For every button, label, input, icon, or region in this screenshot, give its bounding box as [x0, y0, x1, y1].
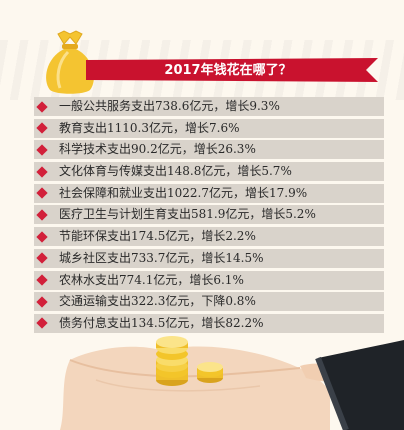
diamond-bullet-icon	[36, 230, 48, 243]
list-item: 一般公共服务支出738.6亿元，增长9.3%	[34, 97, 384, 116]
list-item-text: 文化体育与传媒支出148.8亿元，增长5.7%	[59, 164, 292, 179]
list-item: 文化体育与传媒支出148.8亿元，增长5.7%	[34, 162, 384, 182]
list-item: 农林水支出774.1亿元，增长6.1%	[34, 270, 384, 290]
diamond-bullet-icon	[36, 122, 48, 134]
expenditure-list: 一般公共服务支出738.6亿元，增长9.3% 教育支出1110.3亿元，增长7.…	[34, 97, 384, 336]
list-item-text: 农林水支出774.1亿元，增长6.1%	[59, 272, 244, 287]
list-item-text: 节能环保支出174.5亿元，增长2.2%	[59, 229, 256, 244]
diamond-bullet-icon	[36, 100, 48, 113]
diamond-bullet-icon	[36, 187, 48, 199]
list-item-text: 医疗卫生与计划生育支出581.9亿元，增长5.2%	[59, 207, 316, 222]
list-item-text: 债务付息支出134.5亿元，增长82.2%	[59, 315, 264, 330]
hand-with-coins-illustration	[60, 336, 404, 430]
list-item: 交通运输支出322.3亿元，下降0.8%	[34, 292, 384, 312]
diamond-bullet-icon	[36, 296, 48, 308]
title-ribbon	[86, 58, 378, 82]
list-item: 社会保障和就业支出1022.7亿元，增长17.9%	[34, 183, 384, 203]
diamond-bullet-icon	[36, 274, 48, 286]
list-item: 教育支出1110.3亿元，增长7.6%	[34, 118, 384, 138]
list-item: 节能环保支出174.5亿元，增长2.2%	[34, 227, 384, 247]
money-bag-icon	[46, 30, 94, 94]
diamond-bullet-icon	[36, 209, 48, 221]
list-item-text: 社会保障和就业支出1022.7亿元，增长17.9%	[59, 185, 308, 200]
list-item-text: 交通运输支出322.3亿元，下降0.8%	[59, 294, 256, 309]
list-item-text: 城乡社区支出733.7亿元，增长14.5%	[59, 250, 264, 265]
list-item: 医疗卫生与计划生育支出581.9亿元，增长5.2%	[34, 205, 384, 225]
diamond-bullet-icon	[36, 144, 48, 156]
coin-stack-icon	[156, 336, 188, 386]
list-item-text: 科学技术支出90.2亿元，增长26.3%	[59, 142, 256, 157]
diamond-bullet-icon	[36, 165, 48, 178]
list-item-text: 教育支出1110.3亿元，增长7.6%	[59, 120, 240, 135]
diamond-bullet-icon	[36, 252, 48, 264]
list-item-text: 一般公共服务支出738.6亿元，增长9.3%	[59, 99, 280, 113]
page-title: 2017年钱花在哪了？	[164, 63, 292, 78]
list-item: 债务付息支出134.5亿元，增长82.2%	[34, 313, 384, 333]
list-item: 城乡社区支出733.7亿元，增长14.5%	[34, 248, 384, 268]
list-item: 科学技术支出90.2亿元，增长26.3%	[34, 140, 384, 160]
coin-stack-small-icon	[197, 362, 223, 383]
